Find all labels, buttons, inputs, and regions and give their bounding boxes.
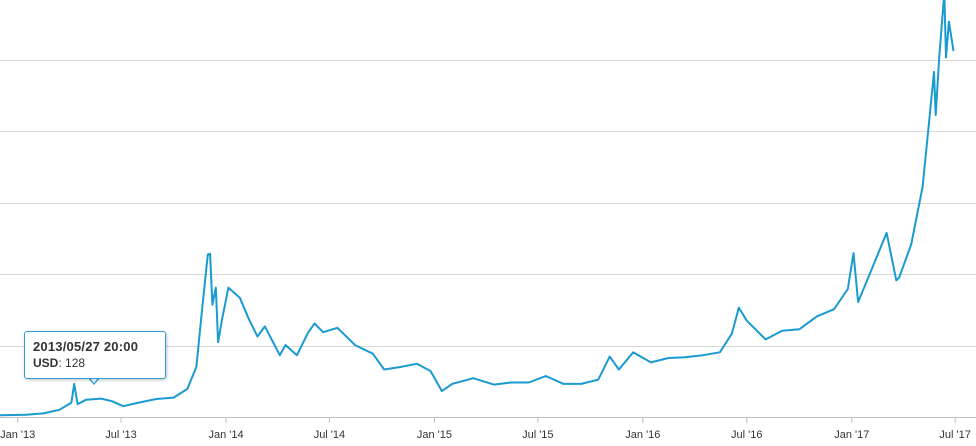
price-series-line	[0, 0, 955, 417]
tooltip-date: 2013/05/27 20:00	[33, 339, 139, 354]
tooltip: 2013/05/27 20:00 USD: 128	[24, 331, 166, 379]
series-layer	[0, 0, 955, 417]
tooltip-series-key: USD	[33, 356, 59, 370]
tooltip-arrow-fill	[89, 377, 99, 383]
tooltip-value-row: USD: 128	[33, 355, 157, 371]
x-tick-label: Jul '14	[314, 429, 345, 441]
x-tick-label: Jan '15	[417, 429, 452, 441]
x-tick-label: Jul '16	[731, 429, 762, 441]
x-tick-label: Jul '15	[522, 429, 553, 441]
tooltip-value: 128	[65, 356, 86, 370]
tooltip-separator: :	[58, 356, 66, 370]
x-tick-label: Jul '17	[939, 429, 970, 441]
x-tick-label: Jan '17	[834, 429, 869, 441]
x-tick-label: Jan '16	[625, 429, 660, 441]
gridlines	[0, 60, 976, 347]
x-tick-label: Jul '13	[105, 429, 136, 441]
x-tick-label: Jan '13	[0, 429, 35, 441]
x-axis: Jan '13 Jul '13 Jan '14 Jul '14 Jan '15 Jul '…	[0, 417, 976, 441]
x-tick-label: Jan '14	[209, 429, 244, 441]
